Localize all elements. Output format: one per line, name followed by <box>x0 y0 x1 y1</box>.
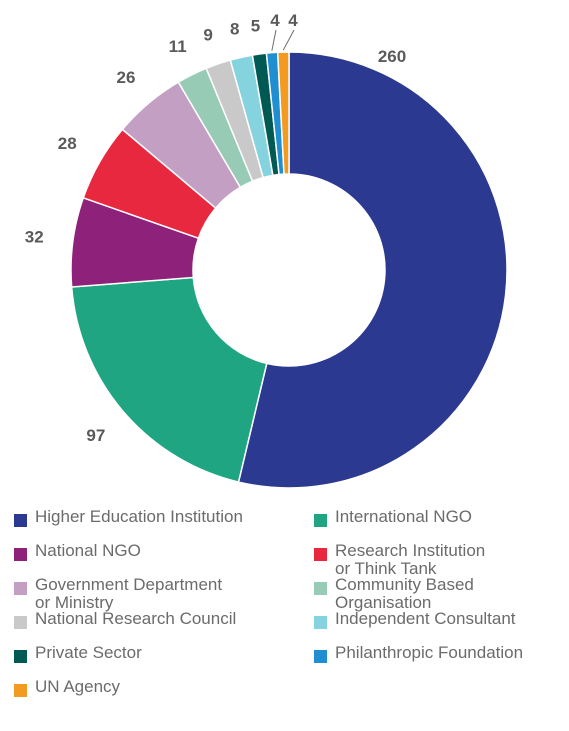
legend-label: Private Sector <box>35 643 142 662</box>
value-label: 28 <box>58 134 77 153</box>
value-label: 4 <box>288 11 298 30</box>
legend-swatch <box>14 684 27 697</box>
legend-swatch <box>314 548 327 561</box>
legend-item: Philanthropic Foundation <box>314 644 569 663</box>
value-label: 9 <box>203 26 212 45</box>
legend-item: Higher Education Institution <box>14 508 284 527</box>
legend: Higher Education Institution Internationa… <box>14 508 569 728</box>
value-label: 26 <box>117 68 136 87</box>
legend-label: Research Institution or Think Tank <box>335 541 486 578</box>
legend-swatch <box>14 548 27 561</box>
legend-label: UN Agency <box>35 677 121 696</box>
leader-lines <box>271 29 295 51</box>
legend-item: National NGO <box>14 542 284 561</box>
value-label: 5 <box>251 17 260 36</box>
value-label: 4 <box>270 11 280 30</box>
value-label: 11 <box>169 37 187 56</box>
donut-slices <box>70 51 508 489</box>
value-label: 32 <box>25 228 44 247</box>
legend-swatch <box>14 582 27 595</box>
legend-swatch <box>314 514 327 527</box>
leader-line <box>271 29 277 51</box>
legend-label: Government Department or Ministry <box>35 575 223 612</box>
value-label: 8 <box>230 19 239 38</box>
value-label: 97 <box>86 426 105 445</box>
legend-item: National Research Council <box>14 610 284 629</box>
slice-un-agency <box>276 51 290 175</box>
legend-swatch <box>14 616 27 629</box>
legend-item: Private Sector <box>14 644 284 663</box>
value-label: 260 <box>378 47 406 66</box>
legend-label: Community Based Organisation <box>335 575 474 612</box>
legend-item: Research Institution or Think Tank <box>314 542 569 578</box>
legend-swatch <box>14 514 27 527</box>
slice-higher-education-institution <box>237 51 508 489</box>
legend-swatch <box>314 616 327 629</box>
legend-swatch <box>314 582 327 595</box>
legend-label: International NGO <box>335 507 473 526</box>
leader-line <box>282 29 295 51</box>
legend-item: Community Based Organisation <box>314 576 569 612</box>
legend-label: National NGO <box>35 541 141 560</box>
legend-swatch <box>314 650 327 663</box>
legend-item: UN Agency <box>14 678 284 697</box>
slice-international-ngo <box>70 276 268 483</box>
legend-label: Philanthropic Foundation <box>335 643 524 662</box>
legend-label: Higher Education Institution <box>35 507 243 526</box>
legend-label: National Research Council <box>35 609 237 628</box>
legend-label: Independent Consultant <box>335 609 516 628</box>
legend-swatch <box>14 650 27 663</box>
legend-item: Independent Consultant <box>314 610 569 629</box>
legend-item: International NGO <box>314 508 569 527</box>
legend-item: Government Department or Ministry <box>14 576 284 612</box>
